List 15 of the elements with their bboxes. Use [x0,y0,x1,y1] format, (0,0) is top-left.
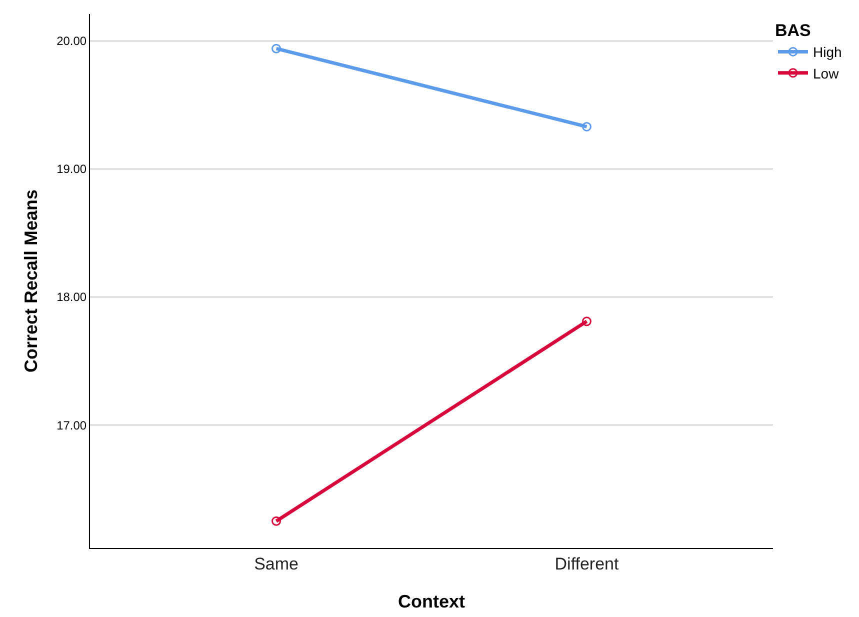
legend-label: Low [813,65,840,82]
x-tick-label: Same [254,554,298,574]
y-axis-title: Correct Recall Means [20,189,41,373]
point [582,122,592,132]
point [272,516,282,526]
y-tick-label: 20.00 [56,34,87,48]
x-tick-label: Different [554,554,619,574]
legend-label: High [813,44,842,60]
x-axis-title: Context [398,592,466,612]
y-tick-label: 17.00 [56,418,87,432]
y-tick-label: 18.00 [56,290,87,304]
legend-title: BAS [775,21,811,40]
y-tick-label: 19.00 [56,162,87,176]
point [582,316,592,326]
point [272,44,282,54]
